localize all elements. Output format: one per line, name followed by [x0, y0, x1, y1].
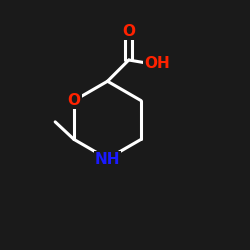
Text: NH: NH	[95, 152, 120, 168]
Text: O: O	[122, 24, 135, 39]
Text: OH: OH	[144, 56, 171, 71]
Text: O: O	[68, 93, 80, 108]
